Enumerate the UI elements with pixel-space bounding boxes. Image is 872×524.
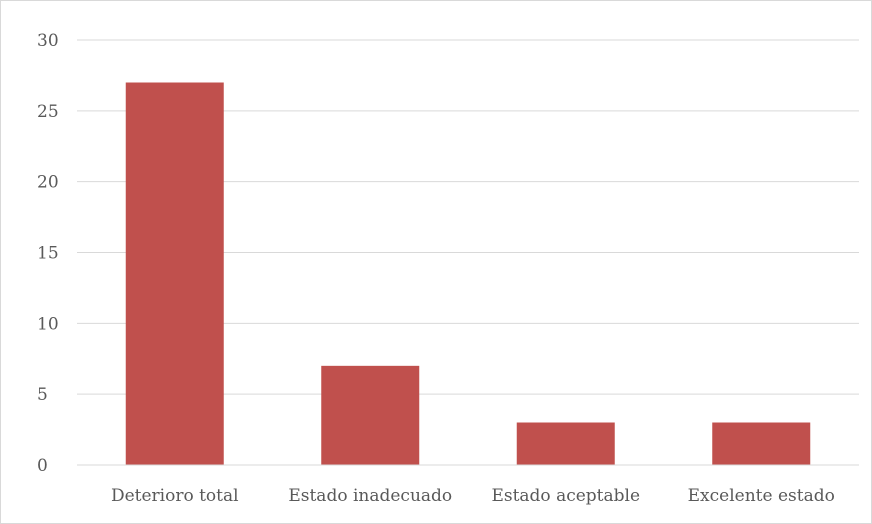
- y-tick-label: 20: [37, 173, 59, 193]
- y-tick-label: 10: [37, 314, 59, 334]
- x-category-label: Deterioro total: [111, 486, 239, 506]
- x-category-label: Estado inadecuado: [288, 486, 452, 506]
- y-axis-tick-labels: 0 5 10 15 20 25 30: [37, 31, 59, 476]
- y-tick-label: 25: [37, 102, 59, 122]
- bar: [321, 365, 420, 465]
- y-tick-label: 30: [37, 31, 59, 51]
- y-tick-label: 0: [37, 456, 48, 476]
- y-tick-label: 15: [37, 244, 59, 264]
- bar: [516, 422, 615, 465]
- bar: [712, 422, 811, 465]
- x-category-label: Excelente estado: [688, 486, 835, 506]
- x-category-label: Estado aceptable: [491, 486, 640, 506]
- bar: [125, 82, 224, 465]
- x-axis-category-labels: Deterioro total Estado inadecuado Estado a…: [111, 486, 835, 506]
- bars: [125, 82, 811, 465]
- y-tick-label: 5: [37, 385, 48, 405]
